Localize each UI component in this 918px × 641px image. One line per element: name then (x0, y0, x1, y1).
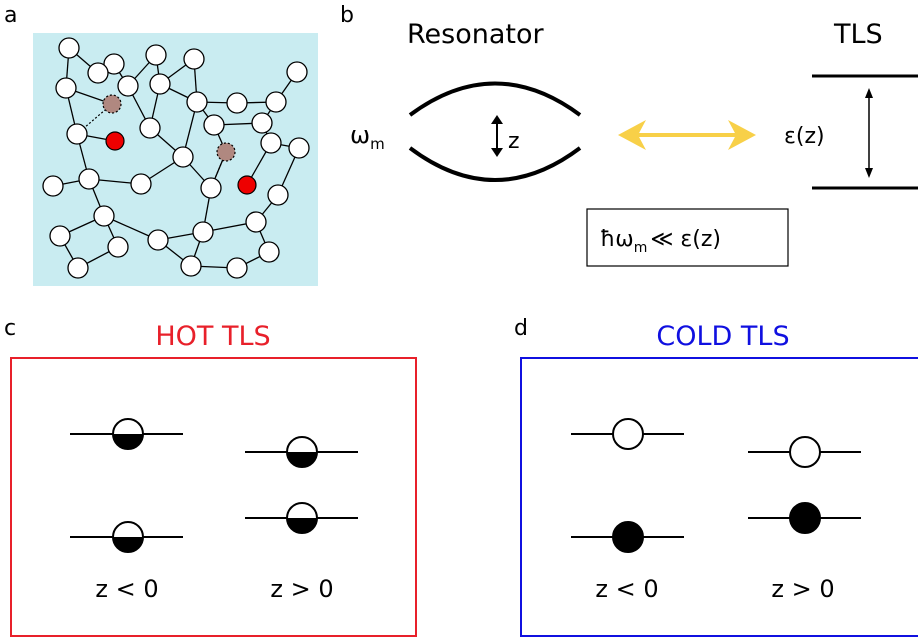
displaced-atom-ghost (102, 94, 122, 114)
network-atom (139, 117, 161, 139)
displaced-atom-ghost (216, 142, 236, 162)
network-atom (117, 75, 139, 97)
tunneling-atom (105, 131, 125, 151)
resonator-lower-arc (408, 146, 582, 182)
resonator-upper-arc (408, 81, 582, 117)
tls-arrow-up-icon (865, 88, 873, 98)
hot-right-caption: z > 0 (270, 575, 333, 603)
z-arrow-up-icon (491, 115, 503, 124)
z-arrow-down-icon (491, 148, 503, 157)
network-atom (87, 62, 109, 84)
network-atom (130, 173, 152, 195)
network-atom (183, 48, 205, 70)
network-atom (149, 73, 171, 95)
tunneling-atom (237, 175, 257, 195)
hot-tls-title: HOT TLS (155, 321, 270, 352)
filled-state-icon (789, 502, 821, 534)
resonator-title: Resonator (407, 19, 545, 50)
empty-state-icon (612, 418, 644, 450)
network-atom (267, 184, 289, 206)
panel-d-letter: d (514, 316, 528, 341)
hot-tls-frame (10, 357, 417, 637)
cold-tls-title: COLD TLS (656, 321, 789, 352)
filled-state-icon (612, 521, 644, 553)
resonator (408, 81, 582, 182)
network-atom (145, 44, 167, 66)
network-atom (258, 241, 280, 263)
network-atom (78, 168, 100, 190)
network-atom (186, 91, 208, 113)
network-atom (55, 77, 77, 99)
relation-box (586, 208, 789, 267)
network-atom (260, 132, 282, 154)
half-filled-state-icon (112, 521, 144, 553)
empty-state-icon (789, 436, 821, 468)
omega-label: ωm (350, 121, 385, 153)
half-filled-state-icon (286, 436, 318, 468)
network-atom (103, 53, 125, 75)
cold-tls-frame (520, 357, 918, 637)
amorphous-network (42, 37, 310, 279)
network-atom (66, 123, 88, 145)
tls-arrow-down-icon (865, 168, 873, 178)
relation-text: ħωm ≪ ε(z) (600, 227, 721, 256)
network-atom (93, 205, 115, 227)
network-atom (107, 236, 129, 258)
network-atom (286, 61, 308, 83)
half-filled-state-icon (112, 418, 144, 450)
network-atom (251, 112, 273, 134)
network-atom (49, 225, 71, 247)
network-atom (245, 211, 267, 233)
network-atom (192, 221, 214, 243)
half-filled-state-icon (286, 502, 318, 534)
coupling-arrow-left-icon (618, 120, 646, 150)
coupling-arrow-right-icon (728, 120, 756, 150)
cold-right-caption: z > 0 (771, 575, 834, 603)
network-atom (203, 114, 225, 136)
network-atom (226, 92, 248, 114)
z-label: z (508, 129, 520, 154)
network-atom (67, 257, 89, 279)
coupling-double-arrow (618, 120, 756, 150)
network-atom (180, 255, 202, 277)
panel-b-letter: b (340, 3, 354, 28)
epsilon-label: ε(z) (784, 124, 825, 149)
network-atom (265, 91, 287, 113)
hot-left-caption: z < 0 (95, 575, 158, 603)
network-atom (147, 229, 169, 251)
network-atom (226, 257, 248, 279)
network-atom (58, 37, 80, 59)
network-atom (288, 137, 310, 159)
network-atom (200, 177, 222, 199)
network-atom (172, 146, 194, 168)
cold-left-caption: z < 0 (595, 575, 658, 603)
tls-title: TLS (833, 19, 883, 50)
network-atom (42, 175, 64, 197)
panel-a-letter: a (4, 3, 17, 28)
panel-c-letter: c (4, 316, 16, 341)
